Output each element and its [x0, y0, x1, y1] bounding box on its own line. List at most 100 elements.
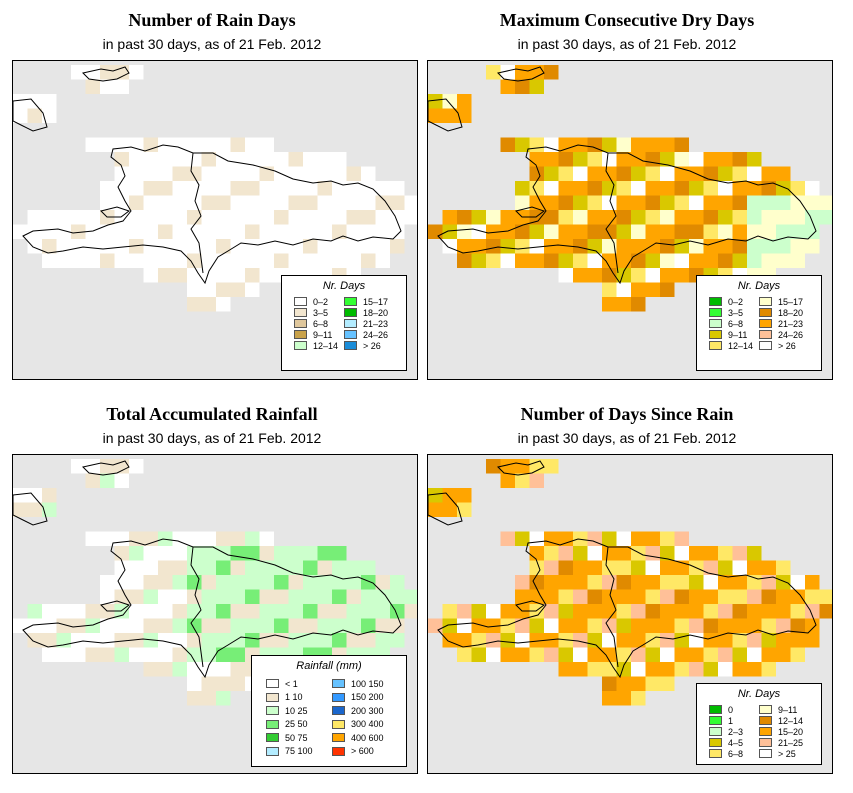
- grid-cell: [747, 618, 762, 633]
- legend-item: 300 400: [332, 719, 384, 730]
- grid-cell: [805, 224, 820, 239]
- legend-item: 50 75: [266, 732, 308, 743]
- grid-cell: [27, 618, 42, 633]
- grid-cell: [259, 210, 274, 225]
- grid-cell: [544, 531, 559, 546]
- grid-cell: [631, 676, 646, 691]
- grid-cell: [230, 181, 245, 196]
- grid-cell: [631, 239, 646, 254]
- grid-cell: [143, 662, 158, 677]
- grid-cell: [114, 166, 129, 181]
- grid-cell: [100, 65, 115, 80]
- grid-cell: [390, 575, 405, 590]
- grid-cell: [143, 166, 158, 181]
- legend-label: 10 25: [285, 705, 308, 716]
- grid-cell: [558, 647, 573, 662]
- grid-cell: [332, 224, 347, 239]
- grid-cell: [790, 604, 805, 619]
- grid-cell: [274, 633, 289, 648]
- grid-cell: [230, 166, 245, 181]
- grid-cell: [573, 210, 588, 225]
- grid-cell: [85, 210, 100, 225]
- legend-swatch: [294, 308, 307, 317]
- grid-cell: [158, 224, 173, 239]
- grid-cell: [703, 633, 718, 648]
- grid-cell: [245, 181, 260, 196]
- grid-cell: [13, 108, 28, 123]
- grid-cell: [187, 676, 202, 691]
- grid-cell: [428, 94, 443, 109]
- grid-cell: [361, 210, 376, 225]
- grid-cell: [201, 268, 216, 283]
- legend-title: Nr. Days: [322, 280, 366, 292]
- grid-cell: [573, 239, 588, 254]
- legend-swatch: [294, 341, 307, 350]
- grid-cell: [558, 195, 573, 210]
- grid-cell: [558, 560, 573, 575]
- grid-cell: [587, 239, 602, 254]
- grid-cell: [27, 108, 42, 123]
- grid-cell: [274, 152, 289, 167]
- legend-swatch: [759, 330, 772, 339]
- grid-cell: [216, 195, 231, 210]
- grid-cell: [645, 181, 660, 196]
- grid-cell: [428, 618, 443, 633]
- legend-item: 6–8: [709, 748, 743, 759]
- grid-cell: [230, 546, 245, 561]
- grid-cell: [558, 224, 573, 239]
- grid-cell: [790, 589, 805, 604]
- grid-cell: [573, 224, 588, 239]
- legend-swatch: [759, 738, 772, 747]
- grid-cell: [573, 181, 588, 196]
- grid-cell: [245, 604, 260, 619]
- legend-label: 2–3: [728, 726, 744, 737]
- grid-cell: [660, 589, 675, 604]
- grid-cell: [544, 647, 559, 662]
- grid-cell: [259, 575, 274, 590]
- grid-cell: [317, 181, 332, 196]
- grid-cell: [288, 633, 303, 648]
- legend-item: 21–23: [344, 318, 388, 329]
- grid-cell: [100, 589, 115, 604]
- coastline: [437, 538, 817, 679]
- grid-cell: [114, 546, 129, 561]
- grid-cell: [529, 239, 544, 254]
- legend-rainfall: Rainfall (mm) < 1 1 10 10 25 25 50 50 75 75 1…: [251, 655, 407, 767]
- grid-cell: [660, 531, 675, 546]
- grid-cell: [303, 575, 318, 590]
- grid-cell: [747, 560, 762, 575]
- grid-cell: [259, 546, 274, 561]
- grid-cell: [288, 210, 303, 225]
- grid-cell: [631, 575, 646, 590]
- grid-cell: [13, 618, 28, 633]
- grid-cell: [587, 137, 602, 152]
- grid-cell: [56, 210, 71, 225]
- grid-cell: [56, 253, 71, 268]
- grid-cell: [703, 253, 718, 268]
- legend-label: 6–8: [313, 318, 329, 329]
- legend-label: 0–2: [313, 296, 329, 307]
- grid-cell: [616, 662, 631, 677]
- grid-cell: [776, 195, 791, 210]
- legend-item: 0–2: [709, 296, 743, 307]
- grid-cell: [114, 459, 129, 474]
- grid-cell: [230, 604, 245, 619]
- grid-cell: [245, 210, 260, 225]
- grid-cell: [303, 224, 318, 239]
- grid-cell: [515, 531, 530, 546]
- grid-cell: [660, 152, 675, 167]
- grid-cell: [332, 166, 347, 181]
- grid-cell: [201, 531, 216, 546]
- legend-swatch: [332, 679, 345, 688]
- grid-cell: [332, 633, 347, 648]
- grid-cell: [375, 195, 390, 210]
- grid-cell: [776, 239, 791, 254]
- grid-cell: [187, 546, 202, 561]
- legend-swatch: [266, 746, 279, 756]
- grid-cell: [114, 79, 129, 94]
- grid-cell: [129, 181, 144, 196]
- grid-cell: [819, 589, 832, 604]
- grid-cell: [216, 546, 231, 561]
- grid-cell: [457, 647, 472, 662]
- grid-cell: [689, 575, 704, 590]
